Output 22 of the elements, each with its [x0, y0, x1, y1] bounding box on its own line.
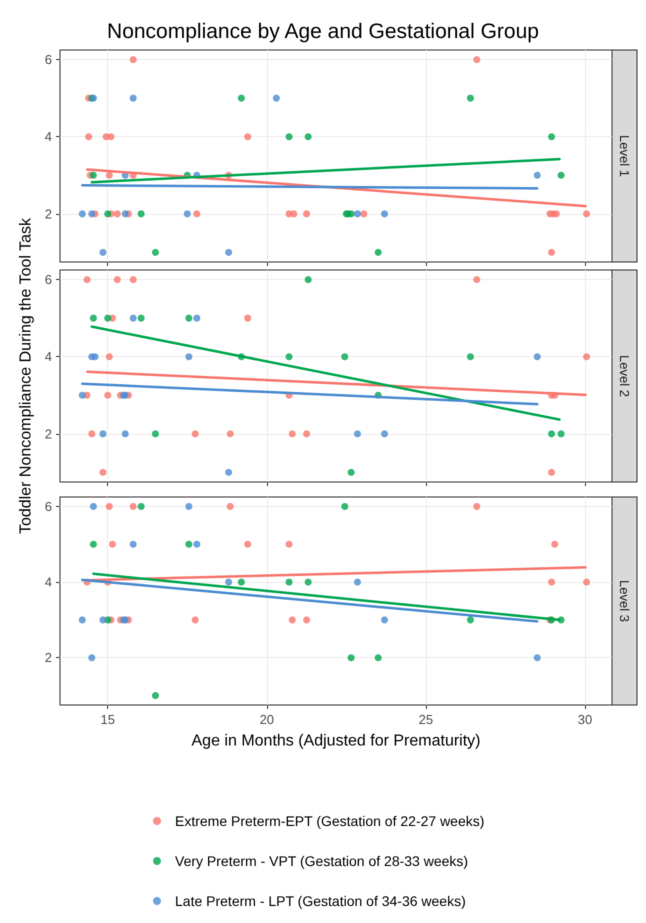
x-tick-label: 20	[260, 712, 274, 727]
legend-label: Very Preterm - VPT (Gestation of 28-33 weeks)	[175, 853, 468, 869]
x-axis-title: Age in Months (Adjusted for Prematurity)	[191, 732, 481, 750]
y-tick-label: 4	[44, 349, 52, 364]
y-tick-label: 6	[44, 272, 52, 288]
text: Level 2	[617, 355, 632, 397]
x-tick-label: 25	[418, 712, 434, 727]
y-tick-label: 4	[44, 129, 52, 144]
x-tick-label: 30	[578, 712, 592, 727]
text: Level 3	[617, 580, 632, 622]
chart-title: Noncompliance by Age and Gestational Group	[107, 20, 539, 43]
y-tick-label: 2	[44, 650, 52, 666]
y-tick-label: 6	[44, 498, 52, 514]
text: Level 1	[617, 135, 632, 177]
y-tick-label: 4	[44, 574, 52, 590]
y-axis-title: Toddler Noncompliance During the Tool Task	[17, 216, 34, 534]
y-tick-label: 6	[44, 52, 52, 68]
legend-label: Late Preterm - LPT (Gestation of 34-36 weeks)	[175, 893, 466, 909]
y-tick-label: 2	[44, 206, 52, 222]
legend-label: Extreme Preterm-EPT (Gestation of 22-27 weeks)	[175, 813, 484, 829]
y-tick-label: 2	[44, 426, 52, 442]
x-tick-label: 15	[100, 712, 115, 727]
